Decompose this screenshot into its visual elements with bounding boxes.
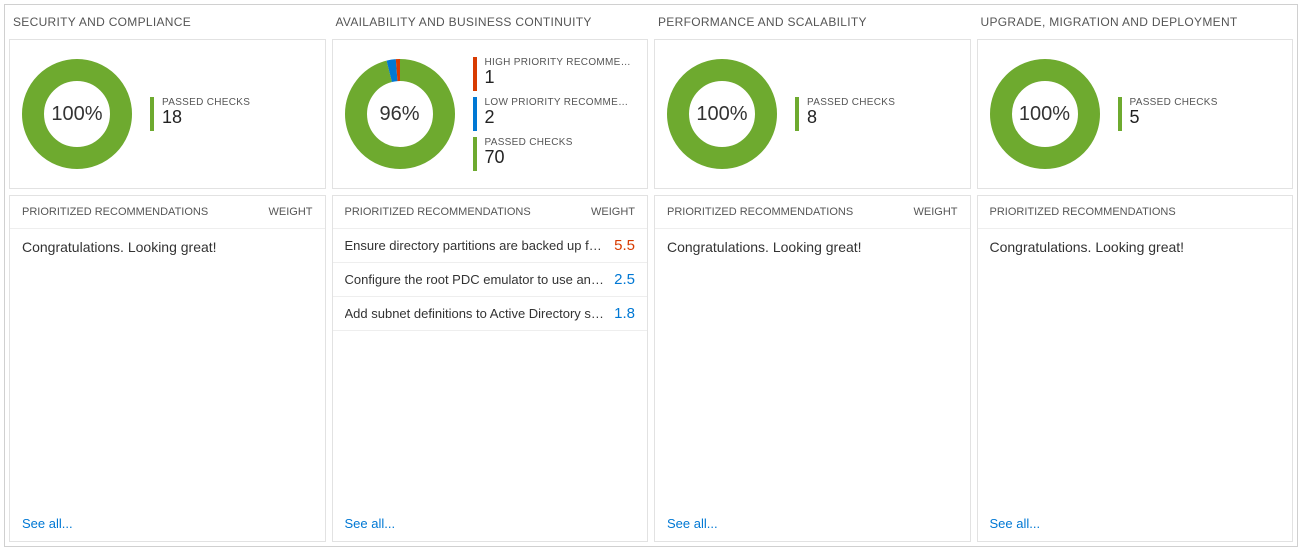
recs-header-label: PRIORITIZED RECOMMENDATIONS	[345, 206, 531, 218]
donut-percent: 100%	[22, 59, 132, 169]
dashboard-column: PERFORMANCE AND SCALABILITY 100% PASSED CH…	[654, 9, 971, 542]
legend: PASSED CHECKS18	[150, 97, 313, 131]
legend-item: PASSED CHECKS70	[473, 137, 636, 171]
recommendations-panel: PRIORITIZED RECOMMENDATIONS WEIGHT Congrat…	[654, 195, 971, 542]
legend-color-bar	[473, 57, 477, 91]
legend-value: 1	[485, 68, 636, 86]
legend-color-bar	[473, 97, 477, 131]
summary-card: 100% PASSED CHECKS5	[977, 39, 1294, 189]
recs-header-label: PRIORITIZED RECOMMENDATIONS	[22, 206, 208, 218]
donut-chart: 100%	[22, 59, 132, 169]
weight-header-label: WEIGHT	[914, 206, 958, 218]
legend-item: PASSED CHECKS18	[150, 97, 313, 131]
legend-text: LOW PRIORITY RECOMMENDATIO…2	[485, 97, 636, 126]
see-all-link[interactable]: See all...	[22, 516, 73, 531]
recs-header-label: PRIORITIZED RECOMMENDATIONS	[667, 206, 853, 218]
donut-percent: 100%	[667, 59, 777, 169]
recommendations-header: PRIORITIZED RECOMMENDATIONS WEIGHT	[655, 196, 970, 229]
legend-text: PASSED CHECKS70	[485, 137, 573, 166]
recommendations-header: PRIORITIZED RECOMMENDATIONS	[978, 196, 1293, 229]
legend-item: LOW PRIORITY RECOMMENDATIO…2	[473, 97, 636, 131]
recommendation-weight: 5.5	[614, 237, 635, 254]
recs-header-label: PRIORITIZED RECOMMENDATIONS	[990, 206, 1176, 218]
donut-percent: 100%	[990, 59, 1100, 169]
legend-label: PASSED CHECKS	[1130, 97, 1218, 108]
legend-label: LOW PRIORITY RECOMMENDATIO…	[485, 97, 636, 108]
legend-color-bar	[795, 97, 799, 131]
recommendation-weight: 1.8	[614, 305, 635, 322]
legend-item: PASSED CHECKS5	[1118, 97, 1281, 131]
dashboard-column: AVAILABILITY AND BUSINESS CONTINUITY96%H…	[332, 9, 649, 542]
summary-card: 100% PASSED CHECKS8	[654, 39, 971, 189]
legend-item: HIGH PRIORITY RECOMMENDATI…1	[473, 57, 636, 91]
legend-label: HIGH PRIORITY RECOMMENDATI…	[485, 57, 636, 68]
legend-color-bar	[473, 137, 477, 171]
donut-chart: 100%	[667, 59, 777, 169]
donut-chart: 96%	[345, 59, 455, 169]
legend: PASSED CHECKS5	[1118, 97, 1281, 131]
congrats-message: Congratulations. Looking great!	[655, 229, 970, 265]
recommendation-row[interactable]: Configure the root PDC emulator to use a…	[333, 263, 648, 297]
legend-label: PASSED CHECKS	[807, 97, 895, 108]
legend-value: 18	[162, 108, 250, 126]
legend-text: PASSED CHECKS18	[162, 97, 250, 126]
legend-color-bar	[150, 97, 154, 131]
see-all-link[interactable]: See all...	[667, 516, 718, 531]
legend-value: 70	[485, 148, 573, 166]
legend-value: 8	[807, 108, 895, 126]
see-all-link[interactable]: See all...	[345, 516, 396, 531]
column-title: AVAILABILITY AND BUSINESS CONTINUITY	[332, 9, 649, 39]
recommendation-weight: 2.5	[614, 271, 635, 288]
congrats-message: Congratulations. Looking great!	[978, 229, 1293, 265]
column-title: SECURITY AND COMPLIANCE	[9, 9, 326, 39]
legend-value: 5	[1130, 108, 1218, 126]
weight-header-label: WEIGHT	[591, 206, 635, 218]
summary-card: 96% HIGH PRIORITY RECOMMENDATI…1 LOW PRIOR…	[332, 39, 649, 189]
recommendations-panel: PRIORITIZED RECOMMENDATIONS WEIGHT Congrat…	[9, 195, 326, 542]
legend: PASSED CHECKS8	[795, 97, 958, 131]
dashboard: SECURITY AND COMPLIANCE 100% PASSED CHECKS…	[4, 4, 1298, 547]
legend-text: PASSED CHECKS8	[807, 97, 895, 126]
recommendations-panel: PRIORITIZED RECOMMENDATIONS Congratulatio…	[977, 195, 1294, 542]
legend-text: PASSED CHECKS5	[1130, 97, 1218, 126]
congrats-message: Congratulations. Looking great!	[10, 229, 325, 265]
recommendation-text: Configure the root PDC emulator to use a…	[345, 272, 605, 287]
recommendations-panel: PRIORITIZED RECOMMENDATIONS WEIGHT Ensure …	[332, 195, 649, 542]
recommendation-text: Add subnet definitions to Active Directo…	[345, 306, 605, 321]
legend-value: 2	[485, 108, 636, 126]
dashboard-column: UPGRADE, MIGRATION AND DEPLOYMENT 100% PAS…	[977, 9, 1294, 542]
legend-item: PASSED CHECKS8	[795, 97, 958, 131]
legend: HIGH PRIORITY RECOMMENDATI…1 LOW PRIORITY…	[473, 57, 636, 171]
legend-color-bar	[1118, 97, 1122, 131]
summary-card: 100% PASSED CHECKS18	[9, 39, 326, 189]
column-title: PERFORMANCE AND SCALABILITY	[654, 9, 971, 39]
recommendations-header: PRIORITIZED RECOMMENDATIONS WEIGHT	[10, 196, 325, 229]
recommendations-header: PRIORITIZED RECOMMENDATIONS WEIGHT	[333, 196, 648, 229]
weight-header-label: WEIGHT	[269, 206, 313, 218]
recommendation-row[interactable]: Ensure directory partitions are backed u…	[333, 229, 648, 263]
recommendation-row[interactable]: Add subnet definitions to Active Directo…	[333, 297, 648, 331]
donut-percent: 96%	[345, 59, 455, 169]
donut-chart: 100%	[990, 59, 1100, 169]
column-title: UPGRADE, MIGRATION AND DEPLOYMENT	[977, 9, 1294, 39]
recommendation-text: Ensure directory partitions are backed u…	[345, 238, 605, 253]
see-all-link[interactable]: See all...	[990, 516, 1041, 531]
dashboard-column: SECURITY AND COMPLIANCE 100% PASSED CHECKS…	[9, 9, 326, 542]
legend-text: HIGH PRIORITY RECOMMENDATI…1	[485, 57, 636, 86]
